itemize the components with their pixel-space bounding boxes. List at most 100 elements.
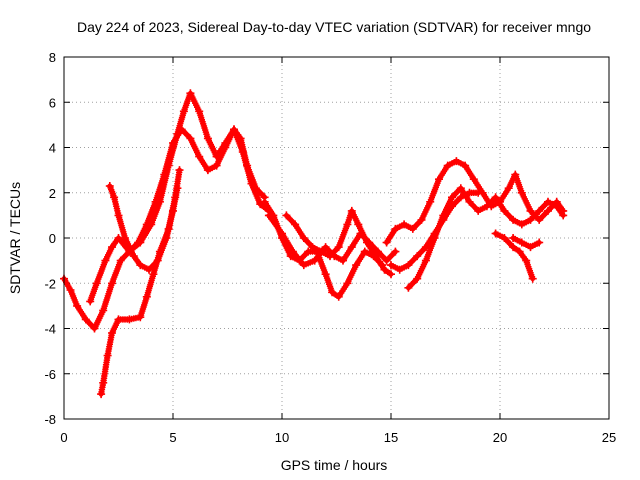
data-point — [380, 265, 389, 274]
data-point — [101, 256, 110, 265]
data-point — [517, 220, 526, 229]
data-point — [515, 247, 524, 256]
data-point — [452, 157, 461, 166]
data-point — [291, 220, 300, 229]
data-point — [456, 184, 465, 193]
data-point — [260, 197, 269, 206]
data-point — [129, 252, 138, 261]
data-point — [169, 206, 177, 215]
data-point — [404, 283, 413, 292]
data-point — [251, 184, 260, 193]
data-point — [282, 211, 291, 220]
data-point — [443, 161, 452, 170]
data-point — [179, 107, 188, 116]
data-point — [517, 238, 526, 247]
data-point — [354, 220, 363, 229]
data-point — [310, 256, 319, 265]
y-tick-label: -4 — [44, 322, 56, 337]
x-tick-label: 15 — [384, 430, 398, 445]
data-series — [60, 89, 568, 399]
data-point — [339, 256, 347, 265]
series-arc-j — [387, 188, 483, 274]
data-point — [363, 238, 371, 247]
data-point — [426, 197, 435, 206]
data-point — [90, 324, 99, 333]
data-point — [203, 166, 212, 175]
data-point — [413, 252, 422, 261]
data-point — [164, 161, 173, 170]
data-point — [173, 184, 182, 193]
data-point — [147, 220, 156, 229]
data-point — [535, 215, 544, 224]
data-point — [110, 193, 119, 202]
x-tick-label: 20 — [493, 430, 507, 445]
data-point — [387, 270, 395, 279]
data-point — [382, 238, 391, 247]
y-tick-label: 4 — [49, 141, 56, 156]
series-arc-f — [260, 197, 387, 301]
data-point — [221, 139, 230, 147]
data-point — [269, 211, 278, 220]
data-point — [162, 234, 171, 242]
x-tick-label: 5 — [169, 430, 176, 445]
data-point — [482, 202, 491, 211]
series-markers — [283, 207, 395, 278]
data-point — [528, 274, 537, 283]
data-point — [212, 161, 221, 170]
data-point — [243, 161, 252, 170]
data-point — [417, 215, 426, 224]
data-point — [86, 297, 95, 306]
data-point — [136, 238, 145, 247]
data-point — [212, 152, 221, 161]
data-point — [404, 261, 413, 270]
data-point — [474, 206, 483, 215]
data-point — [299, 234, 308, 242]
data-point — [321, 243, 330, 252]
data-point — [509, 234, 518, 242]
data-point — [465, 197, 474, 206]
data-point — [400, 220, 409, 229]
series-markers — [383, 157, 567, 246]
data-point — [121, 234, 129, 242]
data-point — [116, 256, 125, 265]
data-point — [347, 243, 356, 252]
data-point — [286, 252, 295, 261]
data-point — [334, 292, 343, 301]
data-point — [347, 206, 356, 215]
y-tick-label: 2 — [49, 186, 56, 201]
data-point — [145, 265, 153, 274]
data-point — [343, 220, 352, 229]
data-point — [448, 193, 456, 202]
data-point — [491, 229, 500, 238]
plot-frame — [63, 56, 610, 420]
data-point — [456, 193, 465, 202]
data-point — [278, 234, 286, 242]
x-tick-label: 0 — [60, 430, 67, 445]
data-point — [317, 247, 326, 256]
data-point — [371, 252, 380, 261]
data-point — [535, 238, 544, 247]
data-point — [155, 197, 164, 206]
data-point — [99, 378, 108, 387]
data-point — [195, 152, 204, 161]
data-point — [430, 229, 439, 238]
data-point — [439, 215, 448, 224]
data-point — [114, 315, 123, 324]
data-point — [304, 247, 313, 256]
data-point — [114, 211, 123, 220]
data-point — [97, 390, 106, 399]
series-arc-b — [86, 89, 269, 306]
x-tick-label: 10 — [275, 430, 289, 445]
data-point — [526, 206, 535, 215]
series-arc-g — [282, 206, 395, 279]
data-point — [108, 279, 116, 288]
data-point — [509, 215, 518, 224]
data-point — [387, 261, 395, 270]
series-arc-h — [382, 157, 568, 247]
data-point — [544, 206, 552, 215]
data-point — [421, 256, 430, 265]
y-tick-label: 6 — [49, 95, 56, 110]
data-point — [500, 234, 509, 242]
data-point — [92, 279, 101, 288]
data-point — [382, 256, 391, 265]
